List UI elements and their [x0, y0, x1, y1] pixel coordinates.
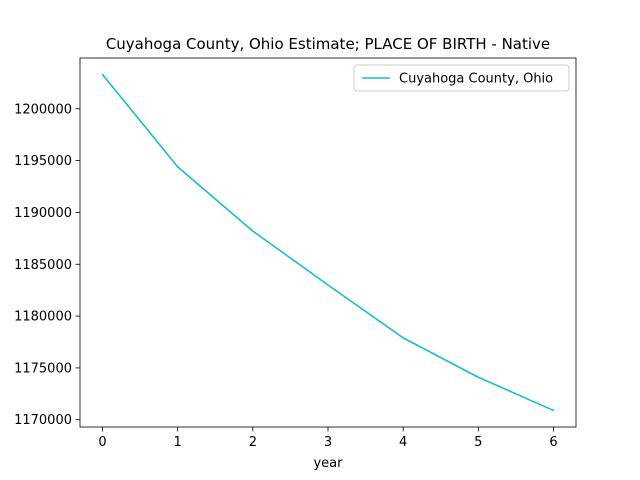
legend-box	[353, 64, 570, 92]
plot-frame	[79, 57, 577, 428]
x-tick-label: 4	[399, 435, 407, 450]
legend: Cuyahoga County, Ohio	[353, 64, 570, 92]
x-tick-label: 0	[98, 435, 106, 450]
x-tick-label: 3	[324, 435, 332, 450]
legend-label: Cuyahoga County, Ohio	[399, 72, 553, 87]
y-tick-label: 1170000	[14, 413, 72, 428]
chart-title: Cuyahoga County, Ohio Estimate; PLACE OF…	[106, 35, 550, 53]
series-line-0	[101, 73, 555, 412]
plot-area: 0 1 2 3 4 5 6 1170000 1175000 1180000 1185000 11900…	[14, 57, 577, 450]
y-tick-label: 1185000	[14, 258, 72, 273]
x-axis-title: year	[313, 456, 343, 471]
y-tick-label: 1190000	[14, 206, 72, 221]
x-tick-label: 2	[249, 435, 257, 450]
y-tick-label: 1175000	[14, 361, 72, 376]
y-tick-label: 1195000	[14, 154, 72, 169]
y-tick-label: 1200000	[14, 102, 72, 117]
x-tick-label: 1	[174, 435, 182, 450]
y-tick-label: 1180000	[14, 310, 72, 325]
x-tick-label: 6	[549, 435, 557, 450]
x-tick-label: 5	[474, 435, 482, 450]
